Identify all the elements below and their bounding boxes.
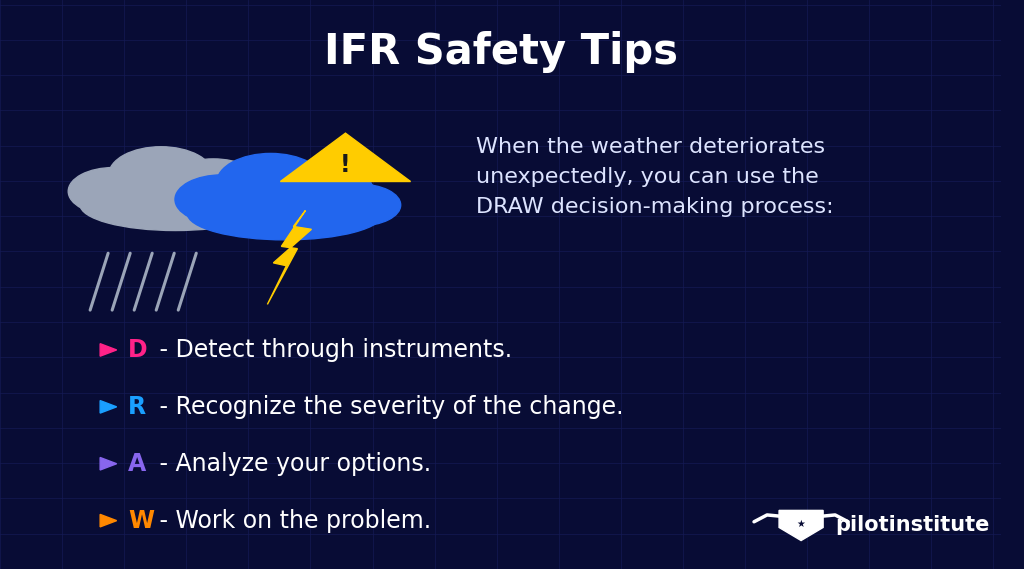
Text: When the weather deteriorates
unexpectedly, you can use the
DRAW decision-making: When the weather deteriorates unexpected… <box>475 137 834 217</box>
Text: W: W <box>128 509 155 533</box>
Text: pilotinstitute: pilotinstitute <box>836 515 989 535</box>
Text: - Detect through instruments.: - Detect through instruments. <box>153 338 512 362</box>
Ellipse shape <box>187 187 384 240</box>
Polygon shape <box>100 344 117 356</box>
Text: - Work on the problem.: - Work on the problem. <box>153 509 431 533</box>
Text: - Recognize the severity of the change.: - Recognize the severity of the change. <box>153 395 624 419</box>
Ellipse shape <box>217 154 325 212</box>
Ellipse shape <box>275 166 374 216</box>
Text: R: R <box>128 395 146 419</box>
Ellipse shape <box>317 184 400 226</box>
Ellipse shape <box>175 175 268 224</box>
Text: A: A <box>128 452 146 476</box>
Text: !: ! <box>340 152 351 176</box>
Ellipse shape <box>80 179 270 230</box>
Text: ★: ★ <box>797 519 806 529</box>
Ellipse shape <box>166 159 261 208</box>
Ellipse shape <box>206 176 287 217</box>
Text: D: D <box>128 338 147 362</box>
Ellipse shape <box>109 147 213 204</box>
Polygon shape <box>100 514 117 527</box>
Text: - Analyze your options.: - Analyze your options. <box>153 452 431 476</box>
Ellipse shape <box>69 167 159 215</box>
Polygon shape <box>779 510 823 541</box>
Polygon shape <box>100 457 117 470</box>
Polygon shape <box>100 401 117 413</box>
Polygon shape <box>281 133 411 182</box>
Text: IFR Safety Tips: IFR Safety Tips <box>324 31 678 73</box>
Polygon shape <box>267 211 311 304</box>
